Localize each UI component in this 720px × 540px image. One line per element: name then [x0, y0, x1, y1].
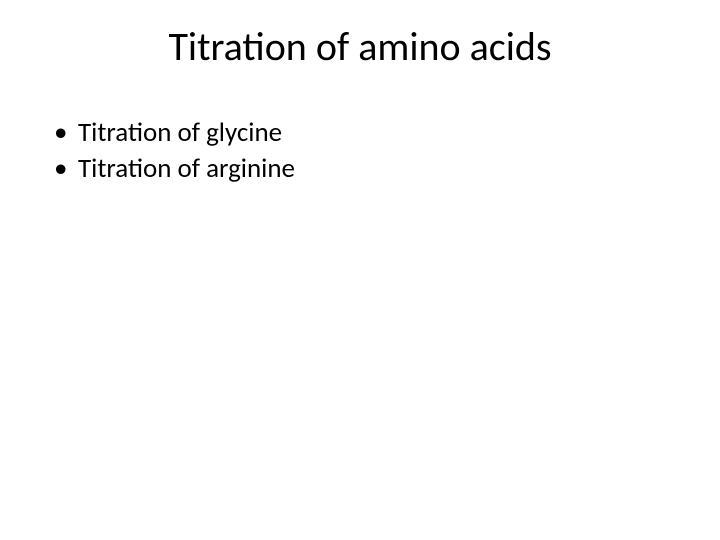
bullet-list: Titration of glycine Titration of argini…: [54, 115, 295, 188]
bullet-item: Titration of arginine: [54, 151, 295, 187]
slide-title: Titration of amino acids: [0, 22, 720, 71]
bullet-item: Titration of glycine: [54, 115, 295, 151]
